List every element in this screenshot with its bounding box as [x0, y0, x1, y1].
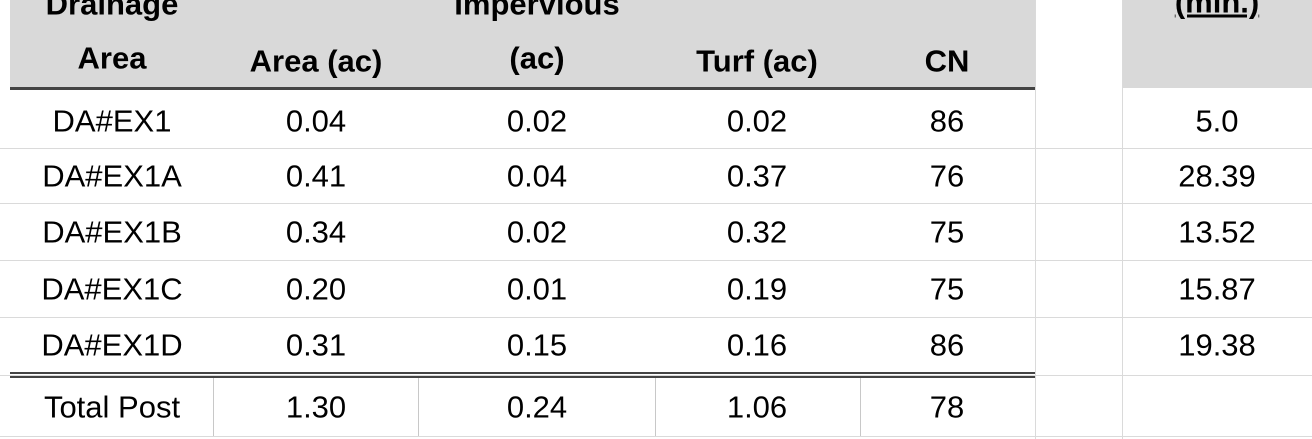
total-rule	[10, 376, 1035, 378]
cell-value: 28.39	[1178, 158, 1256, 194]
header-label: Area	[77, 40, 147, 76]
row-label: DA#EX1A	[42, 158, 182, 194]
cell-value: 0.15	[506, 327, 568, 363]
row-label: DA#EX1C	[41, 271, 183, 307]
header-label: Impervious	[454, 0, 620, 22]
cell-value: 76	[929, 158, 965, 194]
cell-value: 15.87	[1178, 271, 1256, 307]
header-label: (min.)	[1174, 0, 1260, 20]
header-fill	[1122, 0, 1312, 88]
header-label: Turf (ac)	[696, 43, 818, 79]
cell-value: 0.04	[285, 103, 347, 139]
cell-value: 1.06	[726, 389, 788, 425]
cell-value: 0.31	[285, 327, 347, 363]
cell-value: 19.38	[1178, 327, 1256, 363]
grid-line	[1035, 0, 1036, 439]
cell-value: 0.37	[726, 158, 788, 194]
cell-value: 13.52	[1178, 214, 1256, 250]
cell-value: 86	[929, 103, 965, 139]
row-label: DA#EX1B	[42, 214, 182, 250]
grid-line	[0, 260, 1312, 261]
cell-value: 0.16	[726, 327, 788, 363]
cell-value: 86	[929, 327, 965, 363]
cell-value: 0.32	[726, 214, 788, 250]
grid-line	[0, 375, 1312, 376]
row-label: DA#EX1D	[41, 327, 183, 363]
row-label: Total Post	[43, 389, 181, 425]
cell-value: 75	[929, 271, 965, 307]
total-rule	[10, 372, 1035, 374]
grid-line	[1122, 0, 1123, 439]
header-label: CN	[924, 43, 970, 79]
cell-value: 0.20	[285, 271, 347, 307]
cell-border	[655, 378, 656, 436]
grid-line	[0, 148, 1312, 149]
cell-value: 0.02	[726, 103, 788, 139]
header-label: (ac)	[509, 40, 565, 76]
header-rule	[10, 87, 1035, 90]
cell-value: 0.24	[506, 389, 568, 425]
cell-value: 0.19	[726, 271, 788, 307]
cell-value: 0.34	[285, 214, 347, 250]
cell-value: 75	[929, 214, 965, 250]
header-fill	[10, 0, 1035, 88]
cell-border	[213, 378, 214, 436]
cell-border	[860, 378, 861, 436]
grid-line	[0, 317, 1312, 318]
header-label: Drainage	[45, 0, 179, 22]
row-label: DA#EX1	[52, 103, 172, 139]
cell-value: 0.41	[285, 158, 347, 194]
cell-value: 78	[929, 389, 965, 425]
header-label: Area (ac)	[249, 43, 383, 79]
cell-value: 0.02	[506, 214, 568, 250]
cell-border	[418, 378, 419, 436]
grid-line	[0, 203, 1312, 204]
cell-value: 5.0	[1195, 103, 1239, 139]
grid-line	[0, 436, 1312, 437]
cell-value: 0.04	[506, 158, 568, 194]
cell-value: 1.30	[285, 389, 347, 425]
cell-value: 0.01	[506, 271, 568, 307]
cell-value: 0.02	[506, 103, 568, 139]
